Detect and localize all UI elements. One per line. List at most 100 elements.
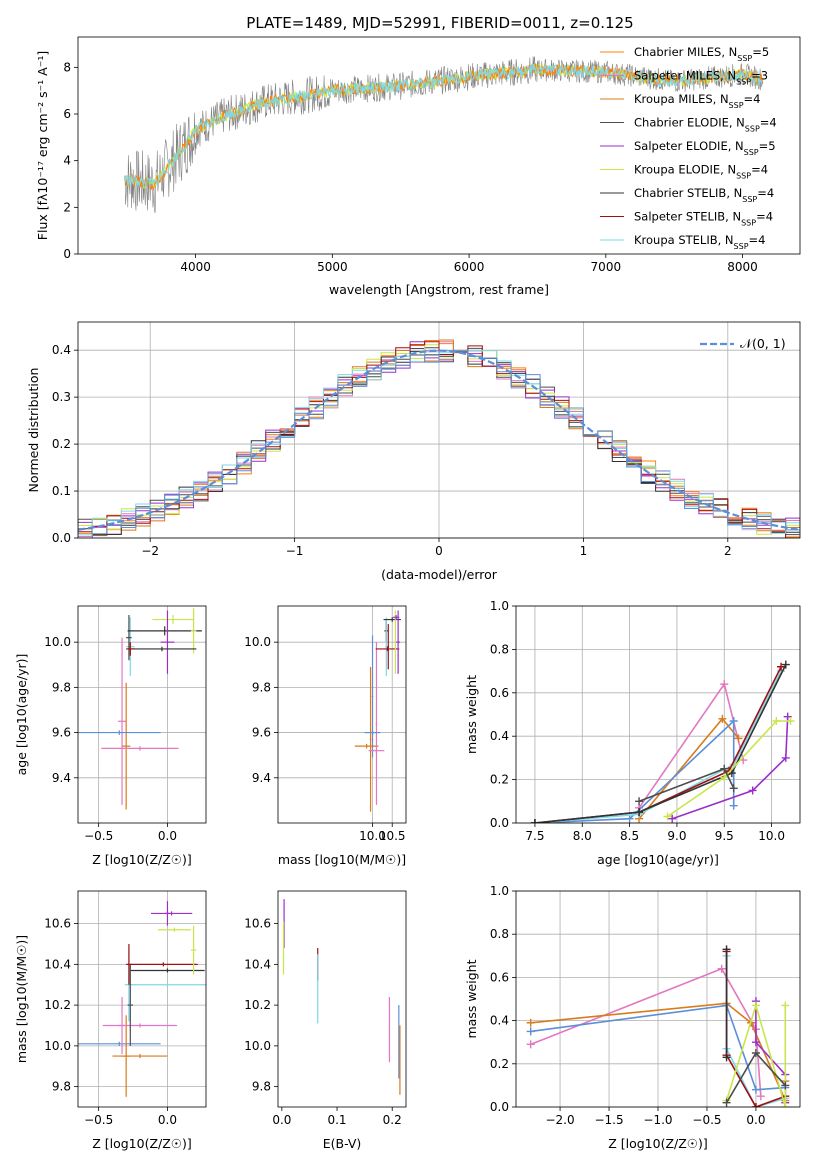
x-tick-label: −1 [286, 544, 304, 558]
y-tick-label: 0.4 [52, 343, 71, 357]
gaussian-curve [78, 349, 800, 531]
x-tick-label: 10.5 [379, 829, 406, 843]
plus-marker [668, 814, 677, 823]
observed-spectrum [124, 56, 764, 213]
y-axis-label: mass weight [464, 959, 479, 1038]
y-tick-label: 10.0 [244, 635, 271, 649]
axes-frame [277, 605, 407, 824]
axes-frame [277, 890, 407, 1108]
errorbars [282, 899, 401, 1095]
y-tick-label: 0.2 [490, 773, 509, 787]
plus-marker [781, 753, 790, 762]
x-tick-label: 8000 [727, 260, 758, 274]
x-axis-label: Z [log10(Z/Z☉)] [92, 1136, 192, 1151]
x-axis-label: Z [log10(Z/Z☉)] [608, 1136, 708, 1151]
legend-label: Kroupa MILES, NSSP=4 [634, 92, 760, 110]
y-tick-label: 9.8 [252, 1080, 271, 1094]
plus-marker [722, 1098, 731, 1107]
panel-mass_vs_Z: −0.5 0.0 9.8 10.0 10.2 10.4 10.6 Z [log10(Z/Z☉)… [14, 890, 207, 1151]
plus-marker [729, 801, 738, 810]
plus-marker [718, 714, 727, 723]
y-tick-label: 9.4 [252, 771, 271, 785]
y-tick-label: 9.6 [52, 726, 71, 740]
legend-n: =4 [751, 163, 768, 177]
plus-marker [751, 1085, 760, 1094]
y-tick-label: 0.6 [490, 686, 509, 700]
x-tick-label: −1.0 [643, 1113, 672, 1127]
plus-marker [772, 717, 781, 726]
y-tick-label: 10.4 [44, 957, 71, 971]
axes-frame [515, 890, 801, 1108]
histogram-step [78, 349, 800, 538]
y-tick-label: 4 [63, 154, 71, 168]
plus-marker [722, 945, 731, 954]
x-tick-label: 1 [580, 544, 588, 558]
histograms [78, 339, 800, 538]
x-tick-label: 7000 [591, 260, 622, 274]
y-tick-label: 9.8 [252, 680, 271, 694]
plus-marker [777, 662, 786, 671]
y-tick-label: 10.0 [244, 1039, 271, 1053]
x-axis-label: E(B-V) [323, 1136, 362, 1151]
y-tick-label: 0.0 [490, 816, 509, 830]
y-tick-label: 1.0 [490, 884, 509, 898]
x-tick-label: 10.0 [758, 829, 785, 843]
plus-marker [720, 764, 729, 773]
y-tick-label: 9.8 [52, 1080, 71, 1094]
y-axis-label: Normed distribution [26, 368, 41, 493]
lines [526, 945, 790, 1107]
plus-marker [530, 819, 539, 823]
plus-marker [781, 1103, 790, 1107]
x-tick-label: −0.5 [84, 829, 113, 843]
plus-marker [526, 1027, 535, 1036]
x-axis-label: (data-model)/error [381, 567, 498, 582]
plus-marker [729, 717, 738, 726]
y-tick-label: 10.0 [44, 635, 71, 649]
legend-label: Salpeter STELIB, NSSP=4 [634, 210, 773, 228]
legend-sub: SSP [734, 242, 749, 251]
panel-residuals: −2 −1 0 1 2 0.0 0.1 0.2 0.3 0.4 𝒩(0, 1) (data-model… [26, 321, 801, 582]
x-axis-label: mass [log10(M/M☉)] [278, 852, 406, 867]
legend-n: =4 [756, 210, 773, 224]
y-tick-label: 9.4 [52, 771, 71, 785]
x-tick-label: 0.2 [383, 1113, 402, 1127]
errorbars [354, 610, 401, 812]
y-tick-label: 10.2 [44, 998, 71, 1012]
y-tick-label: 10.4 [244, 957, 271, 971]
y-tick-label: 10.0 [44, 1039, 71, 1053]
plus-marker [722, 1053, 731, 1062]
y-tick-label: 6 [63, 107, 71, 121]
y-tick-label: 2 [63, 200, 71, 214]
x-axis-label: age [log10(age/yr)] [597, 852, 719, 867]
legend-n: =4 [749, 233, 766, 247]
x-tick-label: 2 [724, 544, 732, 558]
axes-frame [77, 321, 801, 539]
x-tick-label: 6000 [454, 260, 485, 274]
plus-marker [734, 734, 743, 743]
errorbars [78, 608, 202, 810]
x-tick-label: −0.5 [84, 1113, 113, 1127]
plus-marker [720, 773, 729, 782]
y-tick-label: 10.2 [244, 998, 271, 1012]
y-axis-label: mass [log10(M/M☉)] [14, 935, 29, 1063]
plus-marker [781, 1001, 790, 1010]
x-axis-label: wavelength [Angstrom, rest frame] [329, 282, 549, 297]
y-tick-label: 10.6 [44, 917, 71, 931]
y-tick-label: 0.2 [52, 437, 71, 451]
y-tick-label: 0.2 [490, 1057, 509, 1071]
axes-frame [77, 605, 207, 824]
y-tick-label: 0.8 [490, 927, 509, 941]
series-line [530, 967, 762, 1097]
series-line [530, 1004, 786, 1091]
x-tick-label: 0.0 [158, 1113, 177, 1127]
y-tick-label: 0.0 [52, 531, 71, 545]
x-tick-label: 0.0 [746, 1113, 765, 1127]
errorbars [78, 901, 206, 1097]
series-line [534, 670, 782, 823]
series-line [671, 716, 789, 820]
legend-sub: SSP [737, 54, 752, 63]
y-tick-label: 10.6 [244, 917, 271, 931]
x-tick-label: 0 [435, 544, 443, 558]
plus-marker [717, 964, 726, 973]
